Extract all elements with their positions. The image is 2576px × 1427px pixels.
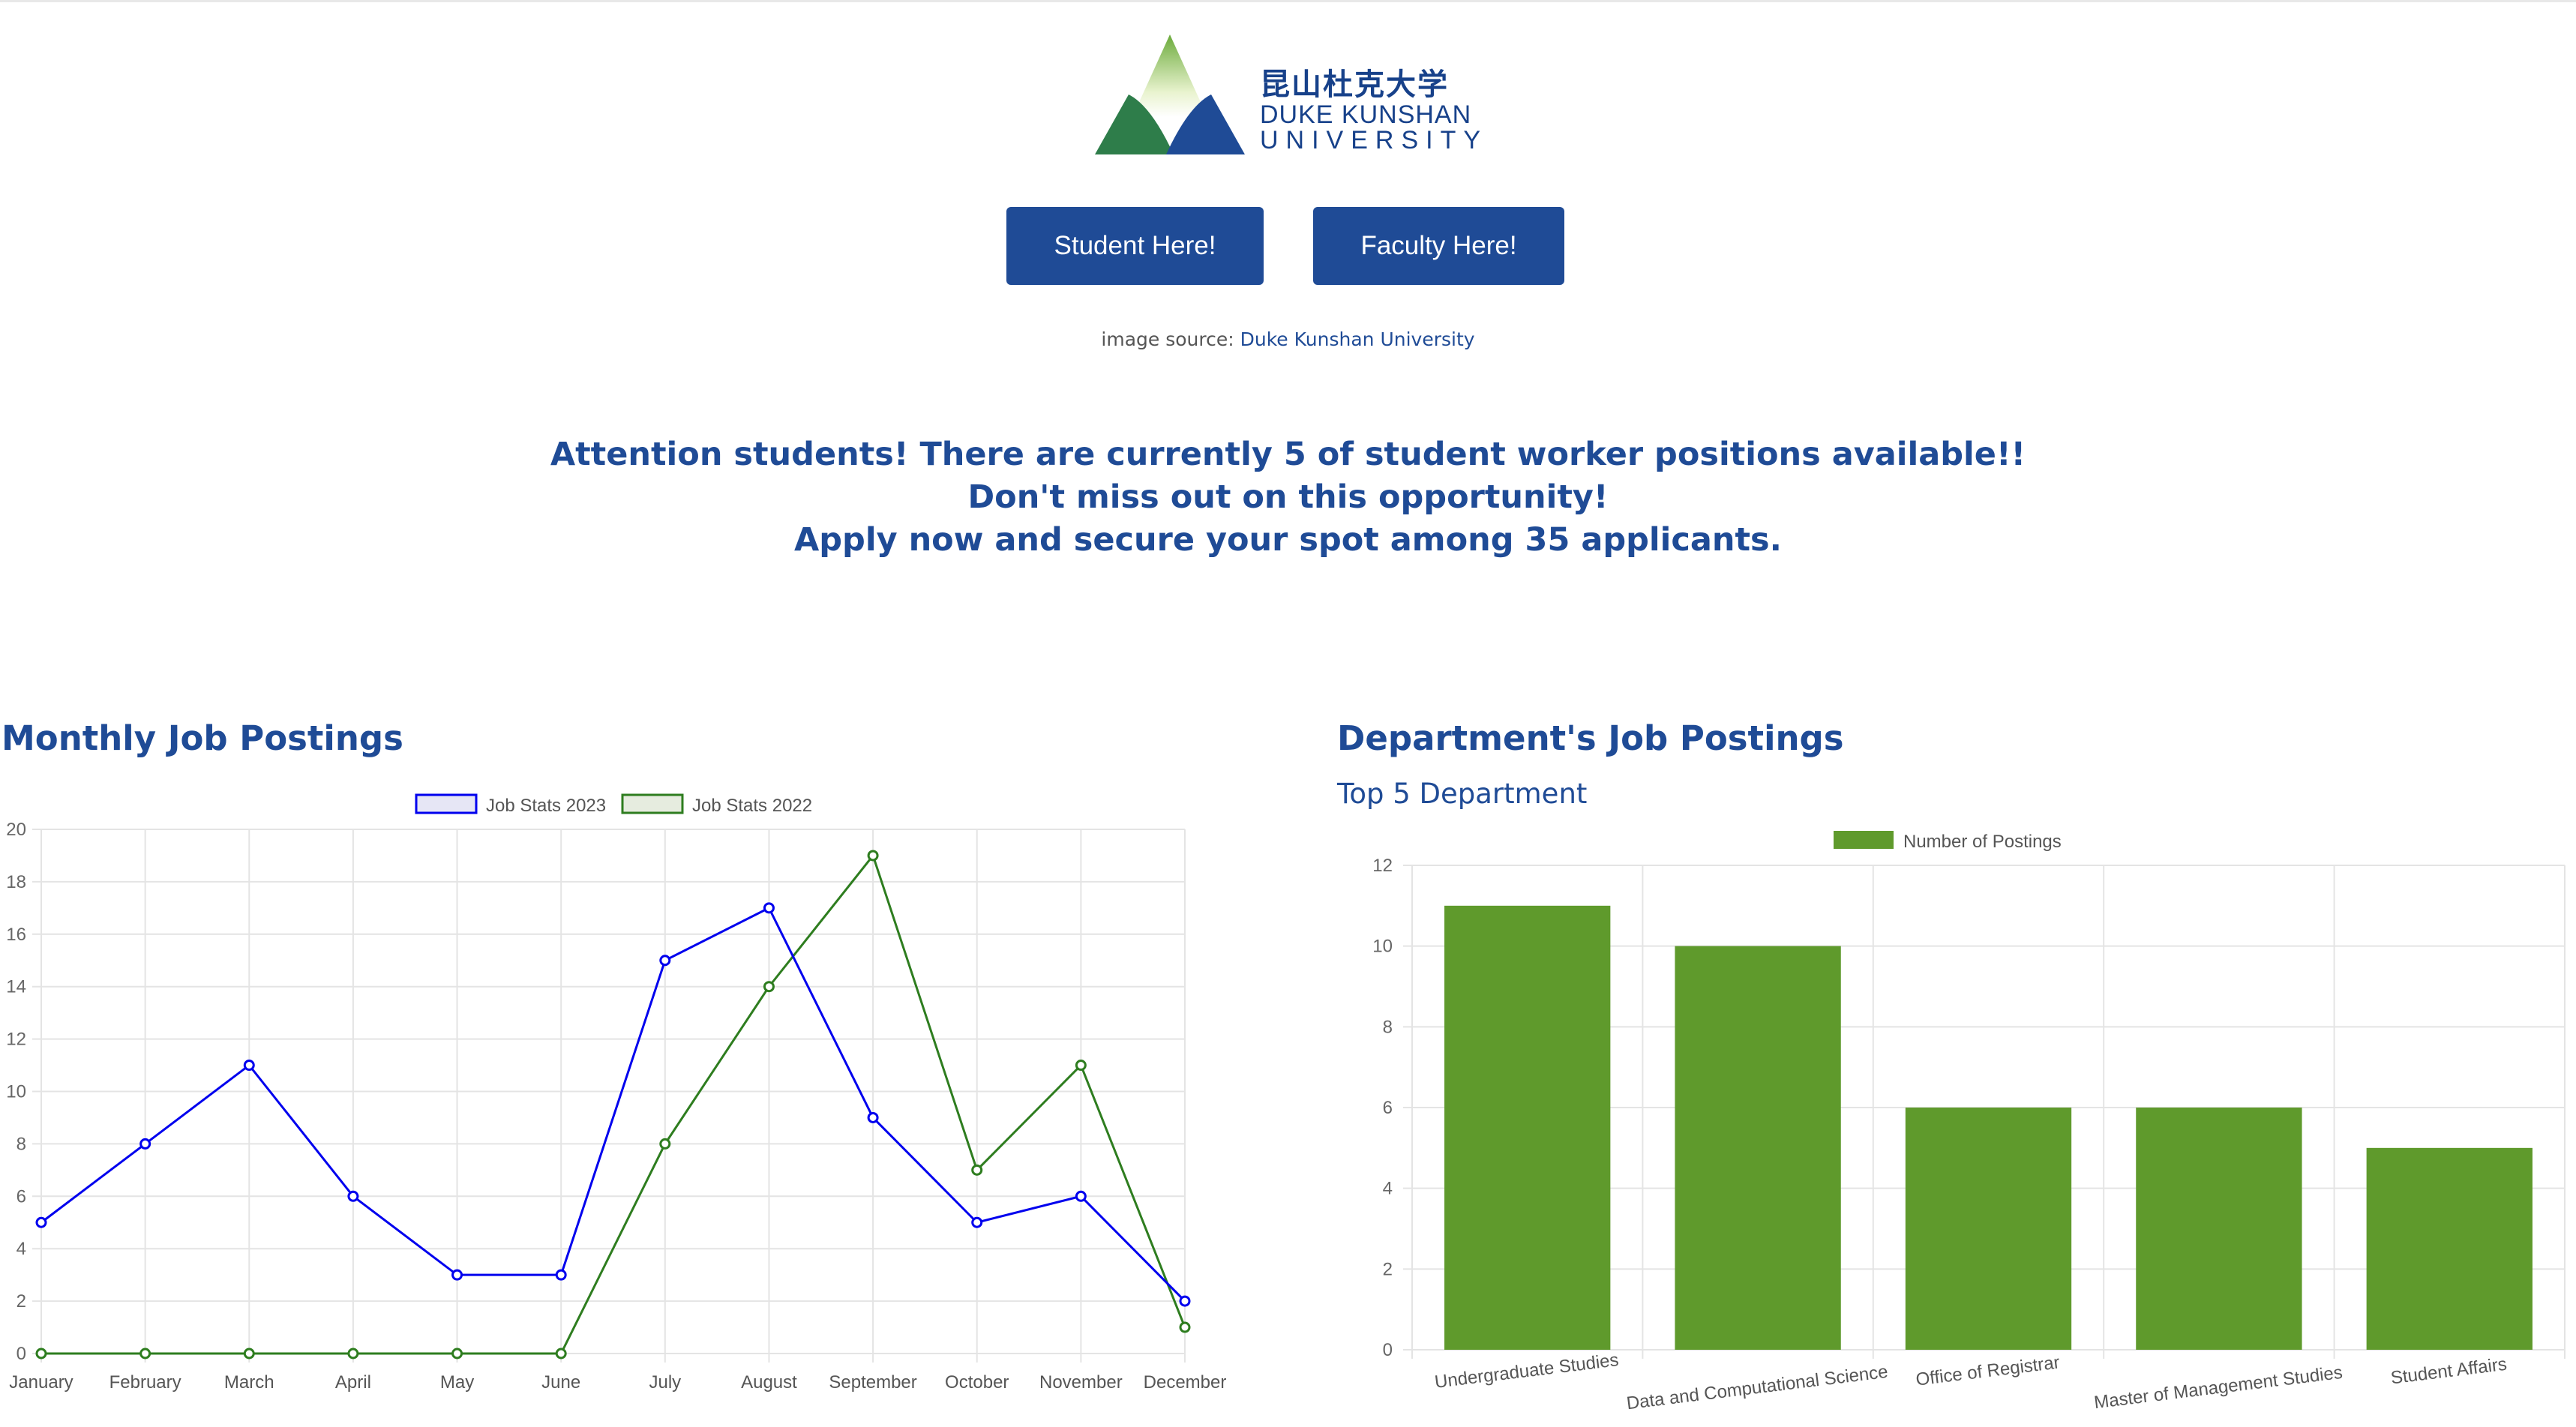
monthly-line-chart: Job Stats 2023 Job Stats 2022 0 2 4 6 8 10 12 14 1… (6, 793, 1227, 1393)
data-point (1179, 1295, 1191, 1307)
data-point (35, 1348, 47, 1360)
y-tick-label: 0 (16, 1344, 26, 1364)
top-divider (0, 0, 2576, 2)
x-tick-label: June (541, 1372, 580, 1393)
announcement-line-2: Don't miss out on this opportunity! (967, 478, 1609, 516)
legend-label: Job Stats 2023 (486, 796, 606, 816)
y-tick-label: 8 (1383, 1017, 1393, 1037)
y-tick-label: 12 (6, 1030, 26, 1050)
faculty-button[interactable]: Faculty Here! (1313, 207, 1564, 285)
y-tick-label: 12 (1372, 856, 1393, 876)
data-point (139, 1138, 151, 1150)
image-source-note: image source: Duke Kunshan University (0, 328, 2576, 350)
x-tick-label: August (741, 1372, 797, 1393)
data-point (1075, 1190, 1087, 1202)
bar (1444, 905, 1611, 1350)
y-tick-label: 2 (1383, 1259, 1393, 1279)
y-tick-label: 18 (6, 872, 26, 892)
logo-english-line1: DUKE KUNSHAN (1260, 100, 1472, 129)
y-tick-label: 8 (16, 1134, 26, 1154)
data-point (763, 902, 775, 914)
y-tick-label: 2 (16, 1291, 26, 1312)
y-tick-label: 10 (6, 1082, 26, 1102)
data-point (763, 981, 775, 993)
series-line (41, 853, 1186, 1355)
data-point (659, 1138, 671, 1150)
department-chart-subtitle: Top 5 Department (1337, 778, 1588, 810)
x-tick-label: October (945, 1372, 1009, 1393)
data-point (659, 955, 671, 967)
department-bar-chart: Number of Postings 0 2 4 6 8 10 12 Undergraduate… (1372, 831, 2566, 1414)
legend-swatch (621, 793, 684, 814)
data-point (451, 1269, 463, 1281)
logo-english-line2: UNIVERSITY (1260, 126, 1489, 154)
legend-swatch (1834, 831, 1894, 849)
legend-label: Number of Postings (1903, 832, 2062, 852)
data-point (347, 1348, 359, 1360)
announcement-line-1: Attention students! There are currently … (550, 436, 2026, 473)
data-point (1179, 1321, 1191, 1333)
announcement-line-3: Apply now and secure your spot among 35 … (793, 521, 1782, 559)
legend-swatch (415, 793, 478, 814)
y-tick-label: 16 (6, 925, 26, 945)
series-line (40, 906, 1186, 1303)
data-point (451, 1348, 463, 1360)
data-point (971, 1216, 983, 1228)
legend-label: Job Stats 2022 (692, 796, 812, 816)
y-tick-label: 4 (16, 1239, 26, 1259)
data-point (971, 1164, 983, 1176)
y-tick-label: 6 (1383, 1098, 1393, 1118)
y-tick-label: 0 (1383, 1340, 1393, 1360)
x-tick-label: May (440, 1372, 474, 1393)
student-button[interactable]: Student Here! (1006, 207, 1264, 285)
bar (1675, 946, 1841, 1350)
monthly-chart-title: Monthly Job Postings (1, 718, 403, 758)
x-tick-label: Undergraduate Studies (1434, 1350, 1620, 1393)
data-point (35, 1216, 47, 1228)
data-point (1075, 1060, 1087, 1072)
x-tick-label: Office of Registrar (1915, 1352, 2061, 1390)
data-point (347, 1190, 359, 1202)
x-tick-label: February (109, 1372, 181, 1393)
y-tick-label: 6 (16, 1186, 26, 1207)
bar (1905, 1108, 2072, 1350)
x-tick-label: April (335, 1372, 371, 1393)
x-tick-label: Master of Management Studies (2093, 1363, 2344, 1413)
bar (2136, 1108, 2302, 1350)
x-tick-label: July (649, 1372, 681, 1393)
x-tick-label: December (1144, 1372, 1227, 1393)
bar (2366, 1147, 2533, 1350)
y-tick-label: 20 (6, 820, 26, 840)
data-point (867, 850, 879, 862)
x-tick-label: Data and Computational Science (1625, 1362, 1889, 1414)
x-tick-label: November (1039, 1372, 1123, 1393)
x-tick-label: January (9, 1372, 73, 1393)
announcement: Attention students! There are currently … (0, 433, 2576, 562)
x-tick-label: Student Affairs (2389, 1354, 2508, 1389)
data-point (555, 1348, 567, 1360)
image-source-link[interactable]: Duke Kunshan University (1240, 328, 1475, 350)
x-tick-label: September (829, 1372, 916, 1393)
x-tick-label: March (224, 1372, 274, 1393)
y-tick-label: 10 (1372, 937, 1393, 957)
data-point (243, 1060, 255, 1072)
data-point (139, 1348, 151, 1360)
dku-logo: 昆山杜克大学 DUKE KUNSHAN UNIVERSITY (1095, 34, 1485, 160)
y-tick-label: 4 (1383, 1179, 1393, 1199)
data-point (243, 1348, 255, 1360)
dku-logo-icon (1095, 34, 1245, 154)
data-point (555, 1269, 567, 1281)
y-tick-label: 14 (6, 977, 26, 997)
image-source-label: image source: (1101, 328, 1234, 350)
logo-chinese-name: 昆山杜克大学 (1260, 67, 1449, 102)
data-point (867, 1111, 879, 1123)
department-chart-title: Department's Job Postings (1337, 718, 1844, 758)
